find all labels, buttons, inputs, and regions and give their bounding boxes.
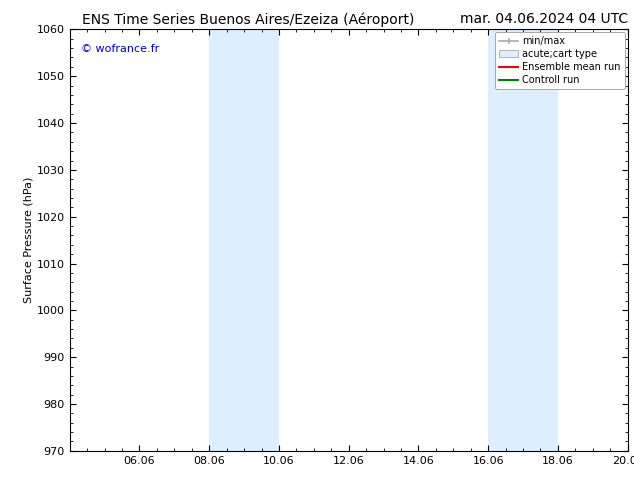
Bar	[209, 29, 279, 451]
Text: ENS Time Series Buenos Aires/Ezeiza (Aéroport): ENS Time Series Buenos Aires/Ezeiza (Aér…	[82, 12, 415, 27]
Text: © wofrance.fr: © wofrance.fr	[81, 44, 159, 54]
Legend: min/max, acute;cart type, Ensemble mean run, Controll run: min/max, acute;cart type, Ensemble mean …	[495, 32, 624, 89]
Text: mar. 04.06.2024 04 UTC: mar. 04.06.2024 04 UTC	[460, 12, 628, 26]
Y-axis label: Surface Pressure (hPa): Surface Pressure (hPa)	[24, 177, 34, 303]
Bar	[488, 29, 558, 451]
